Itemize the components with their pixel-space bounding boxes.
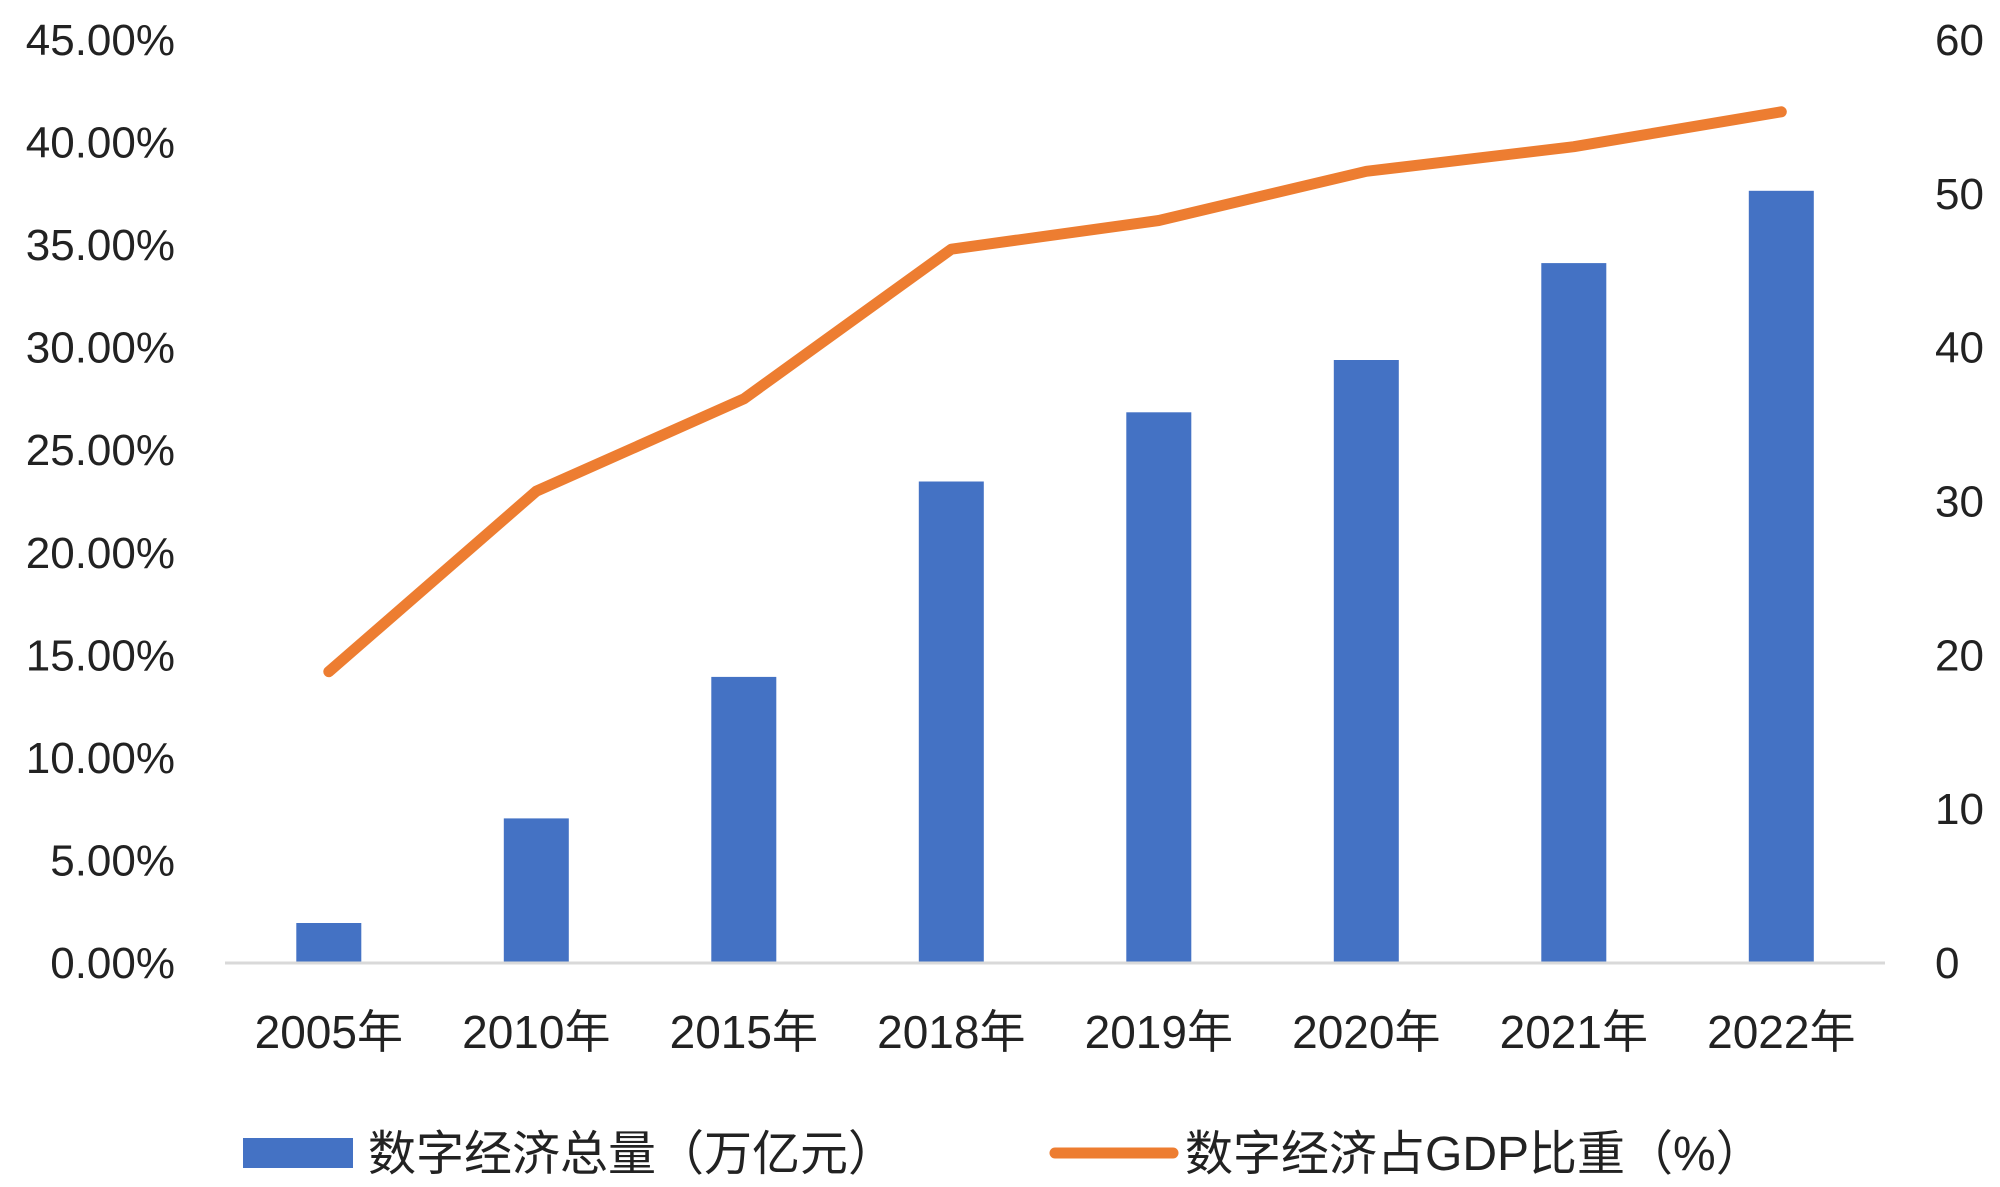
x-tick-label: 2020年 [1292, 1006, 1440, 1058]
bar-2019年 [1126, 412, 1192, 963]
legend: 数字经济总量（万亿元） 数字经济占GDP比重（%） [243, 1128, 1764, 1181]
right-axis-ticks: 0 10 20 30 40 50 60 [1935, 16, 1984, 988]
bar-2020年 [1333, 360, 1399, 963]
left-tick-label: 10.00% [26, 734, 175, 783]
x-tick-label: 2015年 [670, 1006, 818, 1058]
left-tick-label: 0.00% [50, 939, 175, 988]
line-series-share [323, 106, 1787, 678]
left-axis-ticks: 0.00% 5.00% 10.00% 15.00% 20.00% 25.00% 30.00%… [26, 16, 175, 988]
legend-swatch-bar [243, 1138, 353, 1168]
bar-2021年 [1541, 263, 1607, 964]
left-tick-label: 5.00% [50, 836, 175, 885]
legend-label-line: 数字经济占GDP比重（%） [1185, 1128, 1764, 1181]
x-tick-label: 2010年 [462, 1006, 610, 1058]
bar-series-total [296, 190, 1814, 964]
left-tick-label: 30.00% [26, 324, 175, 373]
right-tick-label: 50 [1935, 170, 1984, 219]
x-tick-label: 2018年 [877, 1006, 1025, 1058]
right-tick-label: 30 [1935, 478, 1984, 527]
bar-2010年 [503, 818, 569, 963]
left-tick-label: 40.00% [26, 119, 175, 168]
left-tick-label: 35.00% [26, 221, 175, 270]
share-line [323, 106, 1787, 678]
x-axis-ticks: 2005年 2010年 2015年 2018年 2019年 2020年 2021年 2022年 [255, 1006, 1856, 1058]
right-tick-label: 20 [1935, 631, 1984, 680]
right-tick-label: 40 [1935, 324, 1984, 373]
left-tick-label: 20.00% [26, 529, 175, 578]
x-tick-label: 2019年 [1085, 1006, 1233, 1058]
right-tick-label: 0 [1935, 939, 1959, 988]
x-tick-label: 2022年 [1707, 1006, 1855, 1058]
right-tick-label: 60 [1935, 16, 1984, 65]
left-tick-label: 25.00% [26, 426, 175, 475]
x-tick-label: 2021年 [1500, 1006, 1648, 1058]
bar-2018年 [918, 481, 984, 963]
left-tick-label: 45.00% [26, 16, 175, 65]
bar-2015年 [711, 676, 777, 963]
x-tick-label: 2005年 [255, 1006, 403, 1058]
left-tick-label: 15.00% [26, 631, 175, 680]
right-tick-label: 10 [1935, 785, 1984, 834]
legend-label-bar: 数字经济总量（万亿元） [368, 1128, 896, 1181]
bar-2022年 [1748, 190, 1814, 964]
bar-2005年 [296, 923, 362, 963]
